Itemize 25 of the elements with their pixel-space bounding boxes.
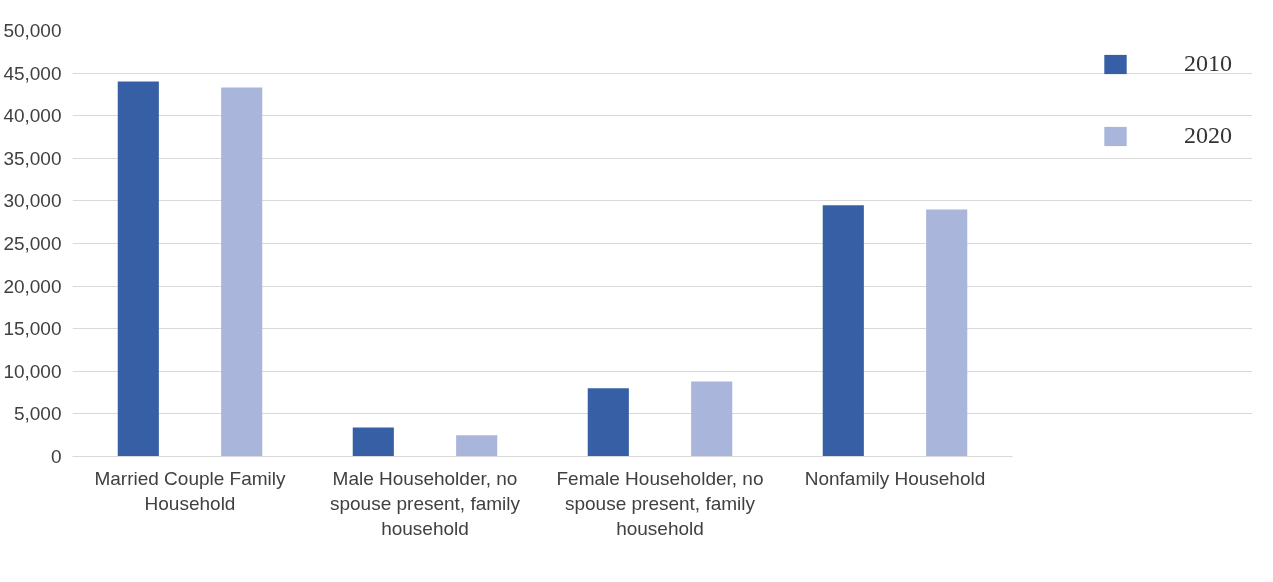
bar	[221, 87, 263, 457]
x-tick-label: Male Householder, no spouse present, family household	[329, 467, 521, 539]
y-tick-label: 30,000	[3, 190, 62, 212]
y-tick-label: 0	[50, 446, 62, 467]
x-tick-label: Married Couple Family Household	[94, 467, 287, 514]
bar	[352, 427, 394, 457]
y-tick-label: 25,000	[3, 233, 62, 254]
bar	[926, 209, 968, 457]
bar	[822, 205, 864, 457]
bar	[691, 381, 733, 457]
y-tick-label: 20,000	[3, 275, 62, 297]
bar	[117, 81, 159, 457]
legend-label: 2010	[1184, 50, 1232, 77]
y-tick-label: 50,000	[3, 20, 62, 41]
x-tick-label: Female Householder, no spouse present, family household	[556, 467, 764, 539]
y-tick-label: 45,000	[3, 62, 62, 84]
y-tick-label: 35,000	[3, 147, 62, 169]
bar	[587, 388, 629, 457]
y-tick-label: 40,000	[3, 105, 62, 127]
y-tick-label: 15,000	[3, 318, 62, 340]
y-tick-label: 10,000	[3, 360, 62, 382]
legend-label: 2020	[1184, 122, 1232, 149]
x-tick-label: Nonfamily Household	[804, 467, 986, 489]
y-tick-label: 5,000	[13, 403, 62, 425]
bar	[456, 435, 498, 457]
